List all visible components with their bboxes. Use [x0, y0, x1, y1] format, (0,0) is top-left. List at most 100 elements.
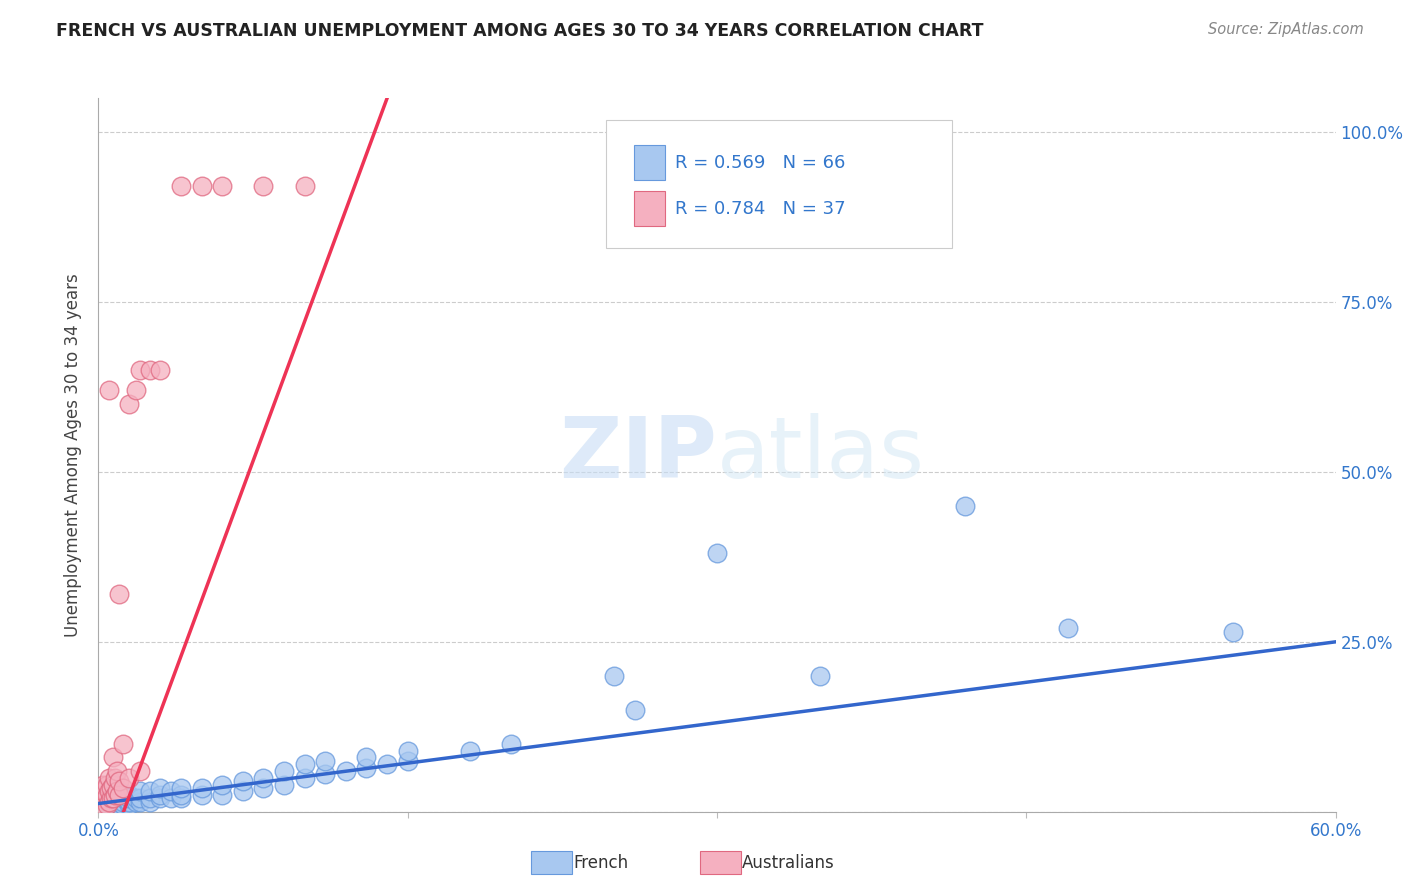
Point [101, 797, 124, 812]
Point [105, 764, 128, 778]
Point [124, 791, 146, 805]
Point [112, 780, 135, 795]
Point [149, 791, 172, 805]
Point [101, 791, 124, 805]
Point [211, 788, 233, 802]
Point [396, 754, 419, 768]
Point [104, 771, 127, 785]
Point [128, 363, 150, 377]
Text: Source: ZipAtlas.com: Source: ZipAtlas.com [1208, 22, 1364, 37]
Point [1056, 621, 1078, 635]
Point [96, 778, 118, 792]
Point [96, 797, 118, 812]
Point [97, 784, 120, 798]
Y-axis label: Unemployment Among Ages 30 to 34 years: Unemployment Among Ages 30 to 34 years [65, 273, 83, 637]
Text: ZIP: ZIP [560, 413, 717, 497]
Point [211, 179, 233, 194]
Point [108, 788, 131, 802]
Point [314, 754, 336, 768]
Point [91, 797, 114, 812]
Point [112, 795, 135, 809]
Point [97, 784, 120, 798]
Point [108, 788, 131, 802]
Point [170, 791, 193, 805]
Point [124, 795, 146, 809]
Point [623, 703, 645, 717]
Point [128, 764, 150, 778]
Point [108, 791, 131, 805]
Point [91, 778, 114, 792]
Point [91, 784, 114, 798]
FancyBboxPatch shape [634, 145, 665, 180]
Point [375, 757, 398, 772]
Point [101, 750, 124, 764]
Point [499, 737, 522, 751]
Text: R = 0.784   N = 37: R = 0.784 N = 37 [675, 200, 845, 218]
Point [101, 791, 124, 805]
Point [96, 788, 118, 802]
Point [706, 546, 728, 560]
Point [97, 795, 120, 809]
Point [953, 499, 976, 513]
Point [396, 743, 419, 757]
Point [97, 791, 120, 805]
Point [105, 784, 128, 798]
Point [232, 774, 254, 789]
Text: R = 0.569   N = 66: R = 0.569 N = 66 [675, 154, 845, 172]
Point [118, 397, 141, 411]
Point [91, 791, 114, 805]
Point [101, 795, 124, 809]
Point [232, 784, 254, 798]
Point [112, 791, 135, 805]
Point [190, 780, 212, 795]
Text: Australians: Australians [742, 854, 835, 871]
Point [170, 788, 193, 802]
Point [101, 788, 124, 802]
Point [603, 669, 626, 683]
Point [139, 363, 162, 377]
Point [104, 788, 127, 802]
Text: FRENCH VS AUSTRALIAN UNEMPLOYMENT AMONG AGES 30 TO 34 YEARS CORRELATION CHART: FRENCH VS AUSTRALIAN UNEMPLOYMENT AMONG … [56, 22, 984, 40]
Point [294, 771, 316, 785]
Point [112, 797, 135, 812]
Point [190, 179, 212, 194]
Point [118, 791, 141, 805]
Point [139, 784, 162, 798]
Point [101, 778, 124, 792]
Point [97, 797, 120, 812]
Point [128, 784, 150, 798]
Point [252, 780, 274, 795]
Point [170, 179, 193, 194]
Point [149, 363, 172, 377]
Point [108, 797, 131, 812]
FancyBboxPatch shape [634, 191, 665, 226]
Point [118, 795, 141, 809]
Point [170, 780, 193, 795]
Point [97, 384, 120, 398]
Point [314, 767, 336, 781]
Point [118, 771, 141, 785]
Point [252, 179, 274, 194]
Point [159, 784, 181, 798]
Point [112, 737, 135, 751]
Point [108, 774, 131, 789]
Point [1222, 624, 1244, 639]
Point [128, 791, 150, 805]
Point [190, 788, 212, 802]
Point [108, 795, 131, 809]
Point [294, 179, 316, 194]
Point [273, 778, 295, 792]
Point [100, 780, 122, 795]
Point [149, 788, 172, 802]
Point [808, 669, 831, 683]
Point [211, 778, 233, 792]
Point [108, 784, 131, 798]
Point [294, 757, 316, 772]
Text: French: French [574, 854, 628, 871]
Point [118, 797, 141, 812]
Point [139, 795, 162, 809]
Point [273, 764, 295, 778]
Point [356, 760, 378, 774]
Point [149, 780, 172, 795]
Point [335, 764, 357, 778]
